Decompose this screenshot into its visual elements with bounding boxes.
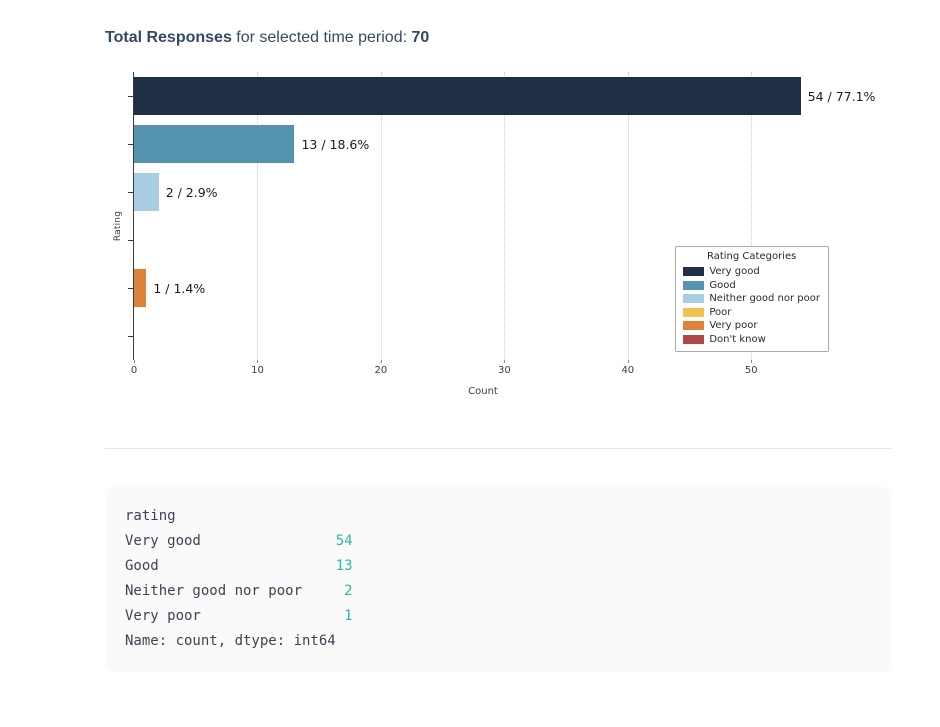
page-title: Total Responses for selected time period… [105,0,892,48]
gridline [257,72,259,360]
divider [105,448,892,449]
y-tick-mark [128,192,134,193]
code-line: Name: count, dtype: int64 [125,629,868,654]
legend-label: Neither good nor poor [709,293,820,305]
legend-label: Poor [709,306,732,318]
chart-legend: Rating Categories Very good Good Neither g… [675,246,829,352]
x-axis-label: Count [468,386,498,397]
y-tick-mark [128,96,134,97]
code-line-text: Neither good nor poor [125,583,303,599]
x-tick-mark [751,360,753,363]
series-output-block: rating Very good 54 Good 13 Neither good nor … [105,487,892,672]
gridline [627,72,629,360]
y-tick-mark [128,240,134,241]
code-line: Neither good nor poor 2 [125,579,868,604]
legend-entries: Very good Good Neither good nor poor Poor Ve… [683,265,820,346]
legend-swatch-very-good [683,267,705,277]
y-axis-label: Rating [113,210,123,242]
code-line: rating [125,504,868,529]
title-bold-part: Total Responses [105,29,232,46]
legend-swatch-don-t-know [683,334,705,344]
code-line-value: 13 [335,558,353,574]
code-line-text: Very poor [125,608,201,624]
plot-area: Rating Categories Very good Good Neither g… [128,72,875,376]
legend-swatch-neither-good-nor-poor [683,294,705,304]
legend-entry-neither-good-nor-poor: Neither good nor poor [683,292,820,306]
code-line-text: Name: count, dtype: int64 [125,633,336,649]
legend-title: Rating Categories [707,251,797,262]
bar-neither-good-nor-poor [134,173,159,211]
legend-label: Don't know [709,333,766,345]
y-tick-mark [128,144,134,145]
code-line-text: Very good [125,533,201,549]
legend-entry-poor: Poor [683,306,820,320]
legend-swatch-good [683,280,705,290]
legend-swatch-very-poor [683,321,705,331]
code-line: Very poor 1 [125,604,868,629]
bar-good [134,125,295,163]
bar-value-label: 54 / 77.1% [807,88,876,104]
bar-value-label: 2 / 2.9% [165,184,218,200]
legend-swatch-poor [683,307,705,317]
x-tick-mark [627,360,629,363]
x-tick-label: 30 [497,365,511,376]
bar-value-label: 1 / 1.4% [153,280,206,296]
page-content: Total Responses for selected time period… [105,0,892,672]
x-tick-mark [134,360,135,363]
x-tick-mark [380,360,382,363]
bar-value-label: 13 / 18.6% [301,136,370,152]
legend-entry-good: Good [683,279,820,293]
gridline [380,72,382,360]
code-line: Good 13 [125,554,868,579]
code-line-value: 54 [335,533,353,549]
code-line-text: rating [125,508,176,524]
bar-very-poor [134,269,147,307]
legend-label: Good [709,279,736,291]
code-line: Very good 54 [125,529,868,554]
bar-very-good [134,77,801,115]
x-tick-mark [504,360,506,363]
x-tick-label: 50 [744,365,758,376]
x-tick-label: 0 [130,365,138,376]
legend-label: Very poor [709,320,758,332]
x-tick-label: 10 [251,365,264,376]
ratings-bar-chart: Rating Rating Categories Very good Good Ne… [105,62,892,397]
legend-entry-very-good: Very good [683,265,820,279]
legend-label: Very good [709,266,760,278]
y-tick-mark [128,336,134,337]
title-count: 70 [411,29,430,46]
code-line-text: Good [125,558,159,574]
gridline [751,72,753,360]
code-line-value: 2 [344,583,353,599]
gridline [504,72,506,360]
code-line-value: 1 [344,608,353,624]
legend-entry-don-t-know: Don't know [683,333,820,347]
legend-entry-very-poor: Very poor [683,319,820,333]
y-tick-mark [128,288,134,289]
x-tick-label: 40 [621,365,635,376]
title-middle-part: for selected time period: [231,29,412,46]
x-tick-label: 20 [374,365,388,376]
x-tick-mark [257,360,259,363]
